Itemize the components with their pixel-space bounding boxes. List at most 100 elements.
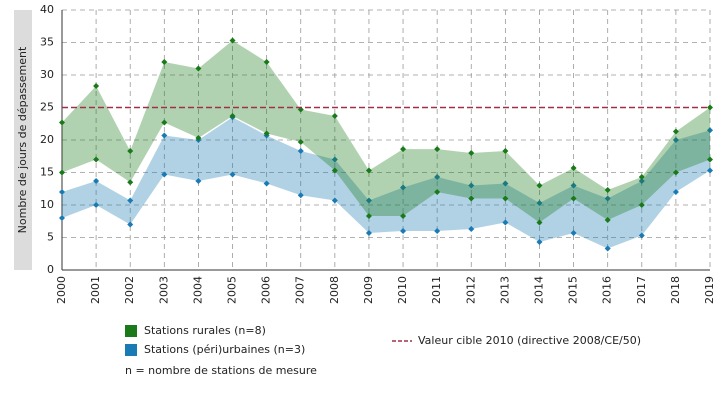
marker [59, 119, 65, 126]
y-tick-label: 20 [40, 133, 54, 146]
marker [502, 195, 509, 202]
marker [604, 216, 611, 223]
y-tick-label: 5 [47, 231, 54, 244]
marker [400, 184, 407, 191]
note: n = nombre de stations de mesure [125, 364, 317, 377]
marker [263, 130, 270, 137]
x-tick-label: 2010 [396, 276, 409, 304]
legend-label: Stations (péri)urbaines (n=3) [144, 343, 305, 356]
x-tick-label: 2003 [157, 276, 170, 304]
marker [331, 197, 338, 204]
legend-label: Valeur cible 2010 (directive 2008/CE/50) [418, 334, 641, 347]
marker [468, 195, 475, 202]
marker [229, 112, 236, 119]
x-tick-label: 2015 [567, 276, 580, 304]
marker [297, 192, 304, 199]
marker [707, 156, 713, 163]
marker [229, 171, 236, 178]
marker [400, 228, 407, 234]
marker [536, 182, 543, 189]
marker [331, 112, 338, 119]
y-tick-label: 35 [40, 36, 54, 49]
marker [93, 156, 100, 163]
marker [570, 164, 577, 171]
marker [570, 229, 577, 236]
marker [434, 146, 441, 153]
marker [127, 179, 134, 186]
x-tick-label: 2012 [464, 276, 477, 304]
y-tick-label: 0 [47, 263, 54, 276]
marker [365, 167, 372, 174]
marker [638, 177, 645, 184]
marker [263, 59, 270, 65]
x-tick-label: 2006 [260, 276, 273, 304]
marker [161, 132, 168, 139]
marker [638, 174, 645, 181]
marker [365, 229, 372, 236]
x-tick-label: 2014 [532, 276, 545, 304]
marker [127, 148, 134, 155]
x-tick-label: 2016 [601, 276, 614, 304]
marker [672, 128, 679, 135]
x-tick-label: 2008 [328, 276, 341, 304]
marker [93, 177, 100, 184]
marker [707, 127, 713, 134]
marker [434, 228, 441, 234]
marker [59, 189, 65, 195]
x-tick-label: 2002 [123, 276, 136, 304]
marker [672, 189, 679, 195]
marker [604, 245, 611, 252]
marker [468, 150, 475, 156]
marker [604, 195, 611, 202]
marker [161, 171, 168, 178]
y-tick-label: 15 [40, 166, 54, 179]
range-area [62, 40, 710, 223]
x-tick-label: 2011 [430, 276, 443, 304]
marker [331, 156, 338, 163]
x-tick-label: 2013 [498, 276, 511, 304]
marker [297, 148, 304, 155]
x-tick-label: 2000 [55, 276, 68, 304]
y-tick-label: 10 [40, 198, 54, 211]
x-tick-label: 2009 [362, 276, 375, 304]
marker [59, 215, 65, 221]
y-tick-label: 30 [40, 68, 54, 81]
y-axis-label: Nombre de jours de dépassement [16, 46, 29, 233]
marker [195, 65, 202, 72]
marker [434, 174, 441, 181]
marker [570, 195, 577, 202]
marker [536, 219, 543, 226]
x-tick-label: 2017 [635, 276, 648, 304]
marker [707, 167, 713, 174]
y-tick-label: 25 [40, 101, 54, 114]
marker [161, 59, 168, 65]
marker [297, 138, 304, 145]
y-tick-label: 40 [40, 3, 54, 16]
legend-swatch [125, 325, 137, 337]
y-label-band [14, 10, 32, 270]
marker [263, 180, 270, 187]
marker [672, 137, 679, 143]
legend-label: Stations rurales (n=8) [144, 324, 266, 337]
marker [570, 182, 577, 189]
x-tick-label: 2005 [226, 276, 239, 304]
marker [229, 37, 236, 44]
marker [195, 177, 202, 184]
range-area [62, 117, 710, 249]
marker [536, 239, 543, 246]
x-tick-label: 2001 [89, 276, 102, 304]
legend-swatch [125, 344, 137, 356]
marker [672, 169, 679, 176]
marker [93, 83, 100, 90]
marker [59, 169, 65, 176]
marker [707, 104, 713, 111]
marker [638, 232, 645, 239]
marker [434, 189, 441, 195]
marker [604, 187, 611, 194]
x-tick-label: 2018 [669, 276, 682, 304]
marker [365, 213, 372, 220]
marker [502, 180, 509, 187]
marker [638, 202, 645, 208]
marker [468, 182, 475, 189]
